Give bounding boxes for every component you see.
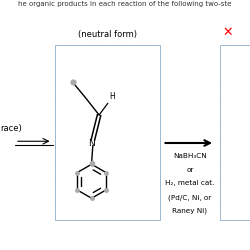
Text: (Pd/C, Ni, or: (Pd/C, Ni, or bbox=[168, 194, 212, 201]
Text: H₂, metal cat.: H₂, metal cat. bbox=[165, 180, 215, 186]
Text: he organic products in each reaction of the following two-ste: he organic products in each reaction of … bbox=[18, 1, 232, 7]
Text: race): race) bbox=[0, 124, 22, 133]
Text: (neutral form): (neutral form) bbox=[78, 30, 137, 39]
Text: N: N bbox=[88, 139, 95, 148]
Bar bbox=[55, 45, 160, 220]
Text: Raney Ni): Raney Ni) bbox=[172, 208, 208, 214]
Bar bbox=[220, 45, 250, 220]
Text: H: H bbox=[109, 92, 115, 101]
Text: ✕: ✕ bbox=[222, 26, 233, 39]
Text: or: or bbox=[186, 167, 194, 173]
Text: NaBH₃CN: NaBH₃CN bbox=[173, 153, 207, 159]
